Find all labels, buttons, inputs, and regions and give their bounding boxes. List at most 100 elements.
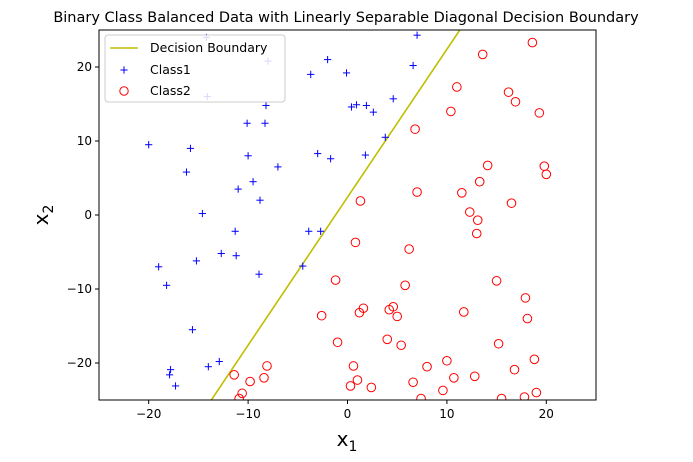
class2-point (541, 169, 552, 180)
class1-point (307, 70, 315, 78)
class2-point (482, 160, 493, 171)
class2-point (457, 188, 467, 198)
class1-point (342, 69, 351, 77)
legend-class1-label: Class1 (150, 62, 191, 77)
y-tick-label: −20 (67, 356, 92, 370)
class2-point (442, 355, 452, 366)
class2-point (438, 385, 448, 396)
class2-point (316, 310, 327, 321)
class2-point (474, 176, 485, 187)
class1-point (182, 168, 191, 176)
legend-class2-swatch (119, 86, 129, 96)
class2-point (496, 393, 507, 400)
class2-point (522, 313, 533, 324)
chart-title: Binary Class Balanced Data with Linearly… (53, 10, 639, 26)
legend-box (104, 34, 286, 103)
class1-point (324, 56, 332, 64)
class2-point (464, 207, 475, 217)
class2-point (469, 371, 480, 382)
class2-point (350, 237, 361, 248)
x-tick-label: −10 (235, 407, 260, 421)
x-tick-label: −20 (136, 407, 161, 421)
class2-point (519, 392, 530, 400)
class2-point (229, 370, 239, 380)
class1-point (204, 363, 212, 371)
class1-point (262, 101, 270, 110)
class2-point (534, 108, 545, 118)
class1-point (256, 196, 264, 204)
class2-point (262, 361, 272, 371)
class1-point (381, 133, 389, 141)
class1-point (255, 270, 263, 278)
class2-point (506, 198, 517, 208)
class2-point (234, 393, 244, 400)
class2-point (408, 377, 418, 388)
x-tick-label: 20 (539, 407, 554, 421)
y-tick-label: 10 (77, 134, 92, 148)
class1-point (299, 262, 307, 270)
class2-point (503, 87, 514, 97)
y-axis-label-base: x (29, 213, 53, 225)
class2-point (382, 334, 393, 345)
class1-point (314, 149, 322, 158)
y-axis-label: x2 (29, 205, 57, 226)
class2-point (520, 293, 531, 303)
class1-point (244, 152, 252, 160)
class2-point (330, 275, 341, 285)
class2-point (352, 375, 363, 385)
class2-point (345, 381, 356, 391)
class2-point (259, 373, 269, 383)
class2-point (245, 376, 255, 387)
decision-boundary-line (210, 30, 461, 400)
class2-point (452, 82, 462, 92)
class2-point (471, 228, 482, 239)
y-tick-label: 20 (77, 60, 92, 74)
legend-boundary-label: Decision Boundary (150, 40, 268, 55)
class2-point (509, 364, 520, 375)
class2-point (392, 311, 403, 322)
legend-class1-swatch (120, 66, 128, 74)
class2-point (527, 37, 538, 48)
x-axis-label-base: x (337, 427, 349, 451)
class1-point (274, 163, 282, 171)
class1-point (234, 185, 242, 193)
class1-point (352, 101, 361, 109)
class1-point (232, 252, 240, 260)
class1-point (369, 108, 377, 116)
class2-point (477, 49, 488, 60)
class2-point (332, 337, 343, 348)
y-axis-label-subscript: 2 (41, 205, 57, 214)
class2-point (366, 382, 377, 393)
class1-point (188, 326, 197, 334)
class1-point (305, 227, 313, 235)
class2-point (529, 354, 540, 365)
class1-point (362, 101, 370, 110)
class1-point (155, 263, 163, 271)
class1-point (317, 227, 325, 235)
class1-point (347, 103, 356, 111)
class1-point (166, 366, 175, 374)
class2-point (446, 106, 456, 117)
class2-point (422, 361, 432, 372)
class2-point (400, 280, 410, 291)
class1-point (327, 155, 335, 163)
class1-point (162, 281, 171, 289)
x-axis-label-subscript: 1 (348, 439, 357, 455)
x-axis-label: x1 (337, 427, 358, 455)
class1-point (215, 357, 223, 366)
class2-point (472, 215, 483, 225)
class1-point (243, 119, 251, 127)
class2-point (416, 393, 426, 400)
class2-point (404, 244, 414, 254)
class2-point (412, 187, 422, 197)
y-tick-label: 0 (84, 208, 92, 222)
class1-point (171, 382, 180, 390)
class1-point (186, 144, 195, 152)
class1-point (231, 227, 239, 235)
class2-point (531, 387, 542, 398)
y-axis-ticks: −20 −10 0 10 20 (67, 60, 99, 370)
class2-point (539, 161, 550, 171)
plot-data-layer (145, 30, 552, 400)
class1-point (192, 257, 201, 265)
class2-point (510, 96, 521, 107)
